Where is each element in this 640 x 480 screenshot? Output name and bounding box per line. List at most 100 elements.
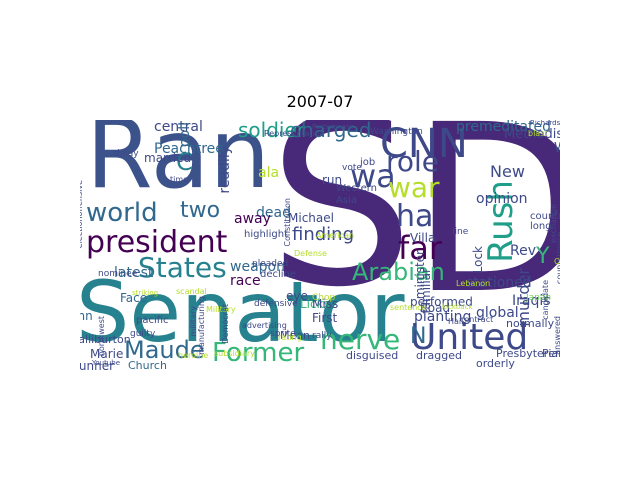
word-110: rating (278, 333, 302, 342)
word-91: Hail (448, 317, 464, 326)
word-65: performed (410, 295, 473, 309)
word-23: premeditated (456, 120, 552, 135)
word-76: decline (260, 269, 297, 280)
word-cloud: Ran S D Senator CNN president United wa war ha rol… (80, 120, 560, 370)
word-90: Washington (370, 127, 423, 137)
word-77: defensive (254, 299, 298, 309)
word-8: war (388, 171, 440, 204)
word-19: soldier (238, 120, 305, 142)
word-116: subsidiary (214, 349, 255, 358)
word-14: far (398, 229, 443, 267)
word-41: away (234, 211, 271, 227)
word-115: striking (132, 289, 159, 297)
word-86: time (170, 175, 189, 184)
word-95: electionoffensive (80, 180, 84, 249)
word-124: Participants (312, 123, 354, 131)
word-4: CNN (380, 121, 468, 167)
word-109: Military (206, 305, 236, 314)
word-100: Youtube (92, 359, 120, 367)
word-51: Church (128, 359, 167, 370)
word-107: kickback (442, 303, 473, 311)
word-61: orderly (476, 357, 515, 370)
word-118: Democrat (221, 304, 230, 344)
word-21: two (180, 198, 221, 223)
word-2: D (410, 120, 560, 345)
word-106: Operation (554, 257, 560, 266)
word-55: eye (286, 289, 308, 303)
word-0: Ran (86, 120, 271, 210)
word-34: C (176, 148, 193, 176)
word-82: Japan (526, 293, 552, 303)
word-31: Rev (510, 243, 536, 259)
word-78: pleaded (252, 259, 289, 269)
word-81: Chop (312, 293, 336, 303)
word-113: blast (528, 129, 548, 138)
word-67: Lock (471, 246, 485, 274)
word-22: finding (292, 224, 355, 245)
word-103: vote (342, 163, 362, 173)
word-9: ha (396, 199, 434, 234)
word-71: Western (336, 183, 378, 194)
word-114: sentence (390, 303, 427, 312)
word-99: answered (553, 316, 560, 355)
word-3: Senator (80, 263, 405, 361)
word-26: planting (414, 309, 472, 325)
word-12: world (86, 198, 158, 228)
word-83: country (530, 211, 560, 222)
word-16: Former (212, 338, 305, 368)
word-94: nominee (98, 269, 138, 279)
word-68: Villa (410, 231, 436, 245)
word-40: dead (256, 205, 291, 221)
word-120: advertising (242, 321, 287, 330)
word-66: Road (420, 301, 451, 315)
word-102: rally (312, 331, 332, 341)
word-44: Methodist (504, 127, 560, 142)
word-93: contract (460, 315, 494, 324)
word-122: manufacturing (197, 296, 206, 355)
word-60: dragged (416, 349, 462, 362)
word-97: candidate (541, 280, 550, 320)
word-32: Y (536, 244, 550, 269)
word-11: States (138, 251, 227, 284)
word-5: president (86, 225, 228, 260)
word-33: N (410, 324, 427, 349)
word-49: runner (80, 359, 115, 370)
word-105: Defense (294, 249, 327, 258)
word-35: central (154, 120, 203, 135)
word-98: exchange (549, 204, 558, 243)
word-89: highlight (244, 229, 288, 240)
word-112: heroine (178, 351, 209, 360)
word-117: northwest (97, 316, 106, 357)
word-59: disguised (346, 349, 399, 362)
word-84: long (530, 221, 552, 232)
word-123: Representative (264, 129, 325, 138)
word-48: Inn (80, 309, 93, 323)
word-85: delay (114, 149, 139, 159)
word-43: readily (217, 146, 233, 194)
word-53: Michael (288, 211, 334, 225)
word-25: global (476, 305, 519, 321)
word-73: run (322, 173, 343, 187)
word-17: nerve (320, 323, 401, 356)
chart-title: 2007-07 (286, 92, 354, 111)
word-47: Face (120, 291, 148, 305)
word-111: scandal (176, 287, 207, 296)
word-56: Miss (312, 297, 339, 311)
word-58: Mean (280, 329, 310, 342)
word-70: minister (413, 250, 427, 300)
word-108: Lebanon (456, 279, 491, 288)
word-18: Arabian (352, 258, 445, 286)
word-92: line (452, 227, 469, 237)
word-45: William (554, 142, 560, 155)
word-87: guilty (130, 329, 156, 339)
word-6: United (410, 317, 529, 358)
word-27: stationed (466, 275, 532, 291)
word-28: opinion (476, 191, 528, 207)
word-52: Halliburton (80, 333, 131, 346)
word-88: pacific (136, 315, 169, 326)
word-54: Licks (300, 297, 330, 311)
word-80: ala (258, 165, 280, 181)
word-72: Asia (336, 195, 357, 206)
word-20: charged (290, 120, 372, 142)
word-64: normally (506, 317, 555, 330)
